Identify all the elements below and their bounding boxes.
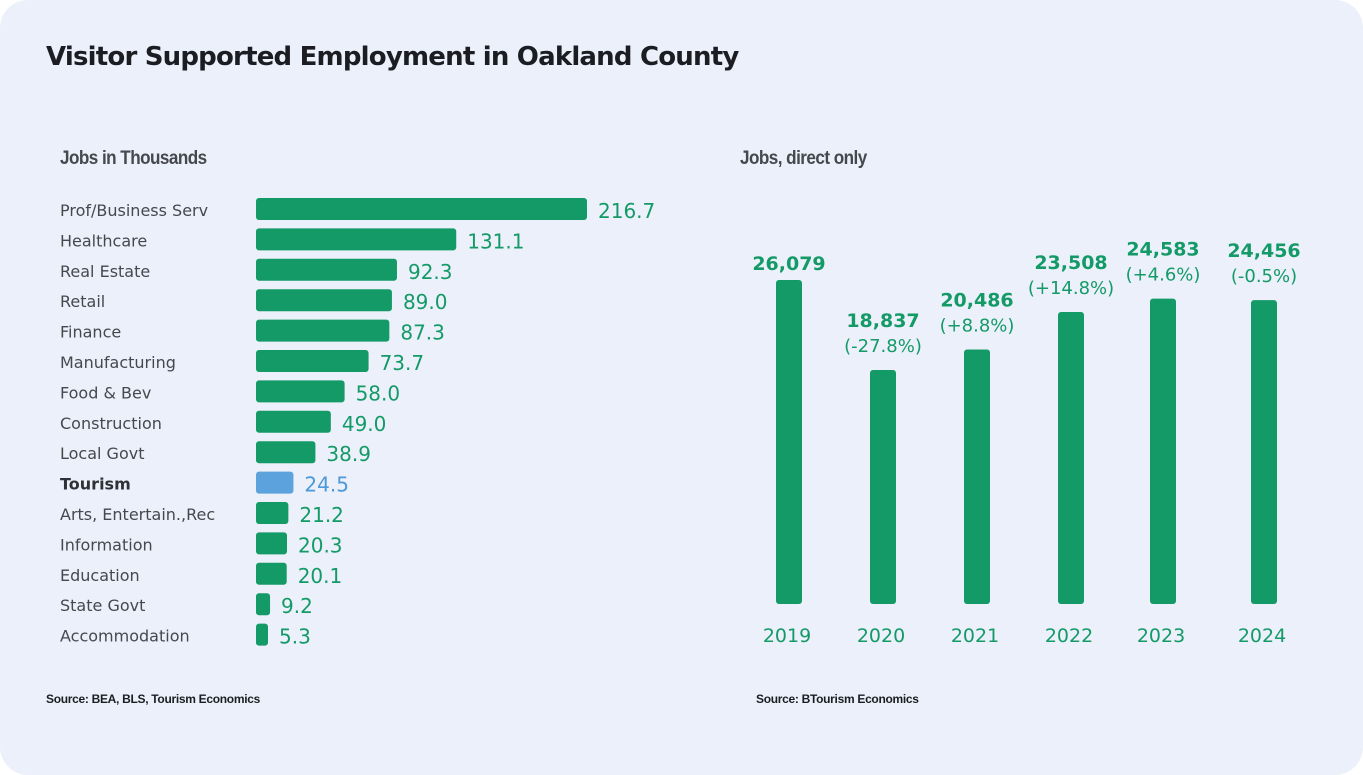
value-label: 5.3 <box>279 625 311 649</box>
bar-healthcare <box>256 228 457 251</box>
bar-retail <box>256 289 392 312</box>
change-label: (-0.5%) <box>1231 266 1297 287</box>
value-label: 26,079 <box>752 253 825 275</box>
left-chart-source: Source: BEA, BLS, Tourism Economics <box>46 692 260 706</box>
category-label: Finance <box>60 323 121 342</box>
category-label: State Govt <box>60 596 145 615</box>
year-tick-label: 2023 <box>1137 625 1185 647</box>
bar-prof-business-serv <box>256 198 587 220</box>
direct-jobs-bar-chart: 26,079 2019 18,837 (-27.8%) 2020 20,486 (+8.8%… <box>752 239 1300 647</box>
change-label: (+8.8%) <box>940 315 1015 336</box>
category-label: Local Govt <box>60 444 144 463</box>
bar-construction <box>256 410 331 433</box>
category-label: Accommodation <box>60 627 190 646</box>
bar-information <box>256 532 288 555</box>
bar-finance <box>256 319 390 342</box>
value-label: 24.5 <box>304 473 349 497</box>
right-chart-title: Jobs, direct only <box>740 148 867 169</box>
bar-2021 <box>964 349 990 604</box>
industry-jobs-bar-chart: Prof/Business Serv 216.7 Healthcare 131.1 Re… <box>60 198 655 649</box>
value-label: 38.9 <box>326 442 371 466</box>
year-tick-label: 2019 <box>763 625 811 647</box>
value-label: 24,456 <box>1227 240 1300 262</box>
right-chart-source: Source: BTourism Economics <box>756 692 919 706</box>
value-label: 20.3 <box>298 533 343 557</box>
bar-arts-entertain-rec <box>256 502 289 524</box>
left-chart-title: Jobs in Thousands <box>60 148 207 169</box>
category-label: Real Estate <box>60 262 150 281</box>
value-label: 58.0 <box>356 381 401 405</box>
bar-2024 <box>1251 300 1277 604</box>
category-label: Prof/Business Serv <box>60 201 208 220</box>
value-label: 87.3 <box>400 321 445 345</box>
bar-tourism <box>256 471 294 494</box>
bar-2020 <box>870 369 896 604</box>
category-label: Education <box>60 566 140 585</box>
bar-state-govt <box>256 593 271 616</box>
category-label: Healthcare <box>60 231 147 250</box>
category-label: Tourism <box>60 475 131 494</box>
category-label: Construction <box>60 414 162 433</box>
value-label: 24,583 <box>1126 239 1199 261</box>
value-label: 92.3 <box>408 260 453 284</box>
category-label: Food & Bev <box>60 383 151 402</box>
value-label: 216.7 <box>598 199 655 223</box>
bar-real-estate <box>256 258 397 281</box>
value-label: 131.1 <box>467 229 524 253</box>
year-tick-label: 2022 <box>1045 625 1093 647</box>
category-label: Manufacturing <box>60 353 176 372</box>
bar-2023 <box>1150 298 1176 604</box>
change-label: (-27.8%) <box>844 336 922 357</box>
year-tick-label: 2024 <box>1238 625 1286 647</box>
value-label: 20,486 <box>940 289 1013 311</box>
value-label: 49.0 <box>342 412 387 436</box>
bar-manufacturing <box>256 350 369 372</box>
category-label: Information <box>60 535 153 554</box>
bar-2019 <box>776 280 802 604</box>
value-label: 21.2 <box>299 503 344 527</box>
bar-education <box>256 562 287 585</box>
bar-food-bev <box>256 380 345 403</box>
value-label: 73.7 <box>380 351 425 375</box>
bar-2022 <box>1058 311 1084 604</box>
year-tick-label: 2020 <box>857 625 905 647</box>
year-tick-label: 2021 <box>951 625 999 647</box>
bar-local-govt <box>256 441 316 464</box>
value-label: 89.0 <box>403 290 448 314</box>
bar-accommodation <box>256 623 268 646</box>
value-label: 23,508 <box>1034 252 1107 274</box>
category-label: Arts, Entertain.,Rec <box>60 505 215 524</box>
category-label: Retail <box>60 292 105 311</box>
value-label: 20.1 <box>298 564 343 588</box>
change-label: (+14.8%) <box>1028 278 1114 299</box>
value-label: 18,837 <box>846 310 919 332</box>
value-label: 9.2 <box>281 594 313 618</box>
change-label: (+4.6%) <box>1126 265 1201 286</box>
page-title: Visitor Supported Employment in Oakland … <box>46 42 739 72</box>
